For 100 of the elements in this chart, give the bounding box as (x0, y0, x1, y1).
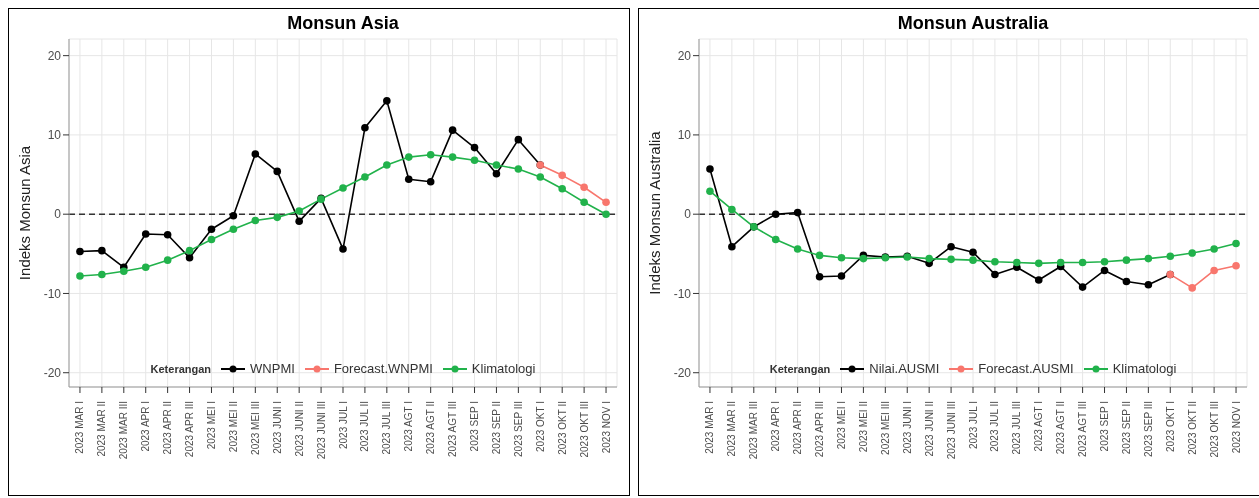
x-tick-label: 2023 AGT II (1055, 401, 1067, 455)
point (947, 242, 955, 251)
point (837, 253, 846, 262)
point (273, 213, 282, 222)
point (120, 267, 128, 276)
x-tick-label: 2023 OKT III (1208, 401, 1220, 458)
point (339, 184, 347, 192)
x-tick-label: 2023 NOV I (1230, 401, 1242, 454)
point (448, 153, 457, 161)
point (1034, 276, 1043, 284)
point (141, 230, 150, 238)
point (229, 225, 238, 234)
point (558, 171, 566, 180)
point (815, 273, 824, 281)
point (207, 235, 216, 244)
y-tick-label: -10 (43, 286, 62, 301)
point (207, 225, 216, 234)
point (361, 173, 369, 181)
point (558, 185, 566, 193)
legend-label: Forecast.WNPMI (333, 361, 433, 376)
y-tick-label: 20 (677, 48, 692, 63)
x-tick-label: 2023 JUNI III (945, 401, 957, 460)
point (1144, 254, 1153, 263)
point (536, 173, 545, 181)
x-tick-label: 2023 MEI I (835, 401, 847, 450)
x-tick-label: 2023 MEI II (227, 401, 239, 453)
x-tick-label: 2023 AGT III (1077, 401, 1089, 457)
y-tick-label: -20 (673, 365, 692, 380)
point (1166, 252, 1175, 260)
x-tick-label: 2023 MAR II (726, 401, 738, 457)
point (602, 210, 610, 218)
x-tick-label: 2023 JUNI I (901, 401, 913, 454)
point (229, 211, 238, 220)
point (185, 246, 194, 255)
x-tick-label: 2023 MEI III (249, 401, 261, 455)
point (383, 97, 391, 105)
point (251, 216, 260, 225)
x-tick-label: 2023 OKT II (1186, 401, 1198, 455)
point (339, 245, 347, 253)
x-tick-label: 2023 JUNI III (315, 401, 327, 460)
point (514, 135, 523, 144)
y-tick-label: -10 (673, 286, 692, 301)
x-tick-label: 2023 APR II (792, 401, 804, 455)
x-tick-label: 2023 JUNI II (293, 401, 305, 457)
x-tick-label: 2023 APR I (140, 401, 152, 452)
x-tick-label: 2023 SEP II (1120, 401, 1132, 455)
point (580, 198, 588, 207)
x-tick-label: 2023 MEI III (879, 401, 891, 455)
x-tick-label: 2023 NOV I (600, 401, 612, 454)
point (141, 263, 150, 272)
point (404, 175, 413, 184)
point (295, 207, 303, 215)
point (969, 248, 977, 257)
point (163, 256, 172, 264)
point (404, 153, 413, 161)
point (1188, 284, 1196, 292)
point (1078, 258, 1087, 267)
x-tick-label: 2023 JUL II (989, 401, 1001, 452)
x-tick-label: 2023 AGT I (1033, 401, 1045, 452)
x-tick-label: 2023 MAR I (74, 401, 86, 454)
x-tick-label: 2023 SEP I (1099, 401, 1111, 452)
point (1013, 258, 1021, 267)
x-tick-label: 2023 SEP III (1142, 401, 1154, 457)
point (470, 156, 479, 165)
x-tick-label: 2023 SEP II (490, 401, 502, 455)
x-tick-label: 2023 SEP III (512, 401, 524, 457)
x-tick-label: 2023 MAR I (704, 401, 716, 454)
point (793, 245, 802, 253)
y-tick-label: 20 (47, 48, 62, 63)
x-tick-label: 2023 JUNI II (923, 401, 935, 457)
x-tick-label: 2023 MEI II (857, 401, 869, 453)
x-tick-label: 2023 OKT II (556, 401, 568, 455)
point (1100, 266, 1109, 275)
x-tick-label: 2023 JUL III (381, 401, 393, 455)
point (947, 255, 955, 264)
point (815, 251, 824, 260)
x-tick-label: 2023 JUL I (967, 401, 979, 449)
point (185, 253, 194, 262)
point (98, 270, 106, 279)
point (448, 126, 457, 134)
point (969, 256, 977, 264)
point (361, 123, 369, 132)
point (771, 235, 780, 244)
point (728, 242, 736, 251)
x-tick-label: 2023 MAR II (96, 401, 108, 457)
point (76, 272, 84, 280)
x-tick-label: 2023 APR III (814, 401, 826, 458)
point (1232, 239, 1240, 248)
x-tick-label: 2023 JUL I (337, 401, 349, 449)
point (383, 161, 391, 169)
y-axis-title: Indeks Monsun Australia (646, 130, 664, 295)
x-tick-label: 2023 MAR III (118, 401, 130, 460)
point (706, 165, 714, 173)
point (728, 205, 736, 214)
x-tick-label: 2023 OKT III (578, 401, 590, 458)
y-axis-title: Indeks Monsun Asia (16, 145, 34, 281)
point (991, 270, 999, 279)
point (492, 161, 501, 169)
point (1056, 258, 1065, 267)
legend-label: Klimatologi (471, 361, 536, 376)
